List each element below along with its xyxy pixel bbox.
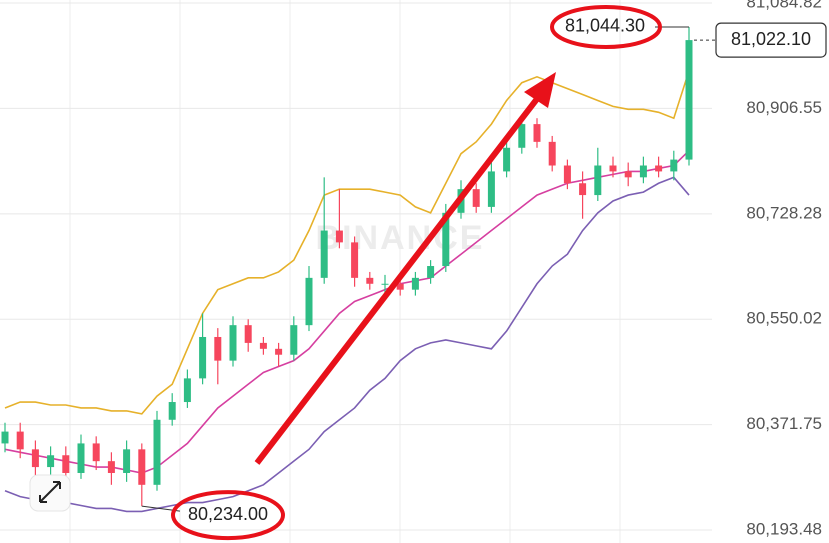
annotations: 81,044.30 80,234.00 81,022.10 <box>141 4 827 541</box>
candle-body <box>31 449 39 468</box>
candle-body <box>639 165 647 178</box>
band-line <box>4 150 690 474</box>
candle-body <box>138 449 146 485</box>
candle-body <box>320 230 328 278</box>
candle-body <box>503 147 511 172</box>
y-tick-label: 80,550.02 <box>746 309 822 328</box>
candle-body <box>214 336 222 361</box>
high-circle <box>550 4 662 49</box>
trend-arrowhead <box>524 72 556 108</box>
candle-body <box>518 124 526 148</box>
candle-body <box>609 165 617 172</box>
expand-icon <box>39 481 61 503</box>
candle-body <box>199 336 207 379</box>
candle-body <box>366 277 374 284</box>
candle-body <box>396 283 404 290</box>
candle-body <box>579 183 587 196</box>
candle-body <box>92 443 100 462</box>
high-label: 81,044.30 <box>565 16 645 36</box>
candle-body <box>275 348 283 355</box>
trend-arrow <box>254 93 543 465</box>
last-price-box <box>715 22 827 58</box>
candle-body <box>442 212 450 267</box>
candle-body <box>229 325 237 361</box>
candle-body <box>685 40 693 160</box>
candle-body <box>548 141 556 166</box>
y-tick-label: 80,728.28 <box>746 203 822 222</box>
grid <box>0 2 712 531</box>
band-line <box>4 70 690 415</box>
candle-body <box>335 230 343 243</box>
candle-body <box>472 189 480 207</box>
candle-body <box>62 455 70 473</box>
candle-body <box>123 449 131 473</box>
candle-body <box>427 266 435 278</box>
candle-body <box>487 171 495 207</box>
candle-body <box>16 431 24 450</box>
candle-body <box>47 455 55 468</box>
watermark: BINANCE <box>316 219 485 257</box>
candle-body <box>381 283 389 285</box>
y-tick-label: 80,371.75 <box>746 414 822 433</box>
candle-body <box>563 165 571 184</box>
candles <box>1 26 693 507</box>
candle-body <box>624 171 632 178</box>
y-tick-label: 80,193.48 <box>746 520 822 539</box>
candle-body <box>153 419 161 485</box>
y-tick-label: 80,906.55 <box>746 98 822 117</box>
candle-body <box>244 325 252 343</box>
candle-body <box>259 342 267 349</box>
candle-body <box>351 242 359 278</box>
candle-body <box>77 443 85 473</box>
candle-body <box>1 431 9 444</box>
band-line <box>4 176 690 513</box>
candle-body <box>183 378 191 403</box>
candle-body <box>168 402 176 420</box>
candle-body <box>107 461 115 473</box>
vertical-grid <box>69 0 621 543</box>
y-tick-label: 81,084.82 <box>746 0 822 11</box>
candle-body <box>411 277 419 290</box>
candle-body <box>655 165 663 172</box>
indicator-lines <box>4 70 690 513</box>
candle-body <box>533 124 541 142</box>
candle-body <box>670 159 678 172</box>
candle-body <box>305 277 313 326</box>
candle-body <box>290 325 298 355</box>
last-price-label: 81,022.10 <box>731 29 811 49</box>
candle-body <box>594 165 602 196</box>
low-circle <box>171 490 285 541</box>
low-label: 80,234.00 <box>188 504 268 524</box>
